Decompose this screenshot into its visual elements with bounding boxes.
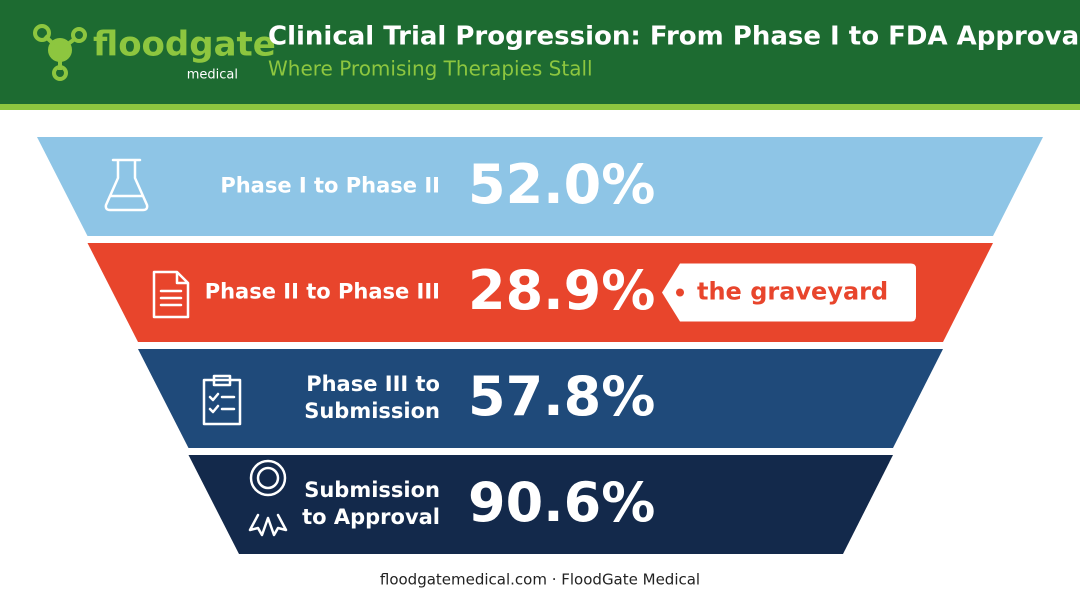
logo-name: floodgate bbox=[93, 25, 276, 65]
stage-value: 52.0% bbox=[468, 153, 655, 216]
stage-icon bbox=[152, 270, 190, 319]
stage-label: Phase II to Phase III bbox=[205, 280, 440, 304]
stage-label: Phase III to bbox=[306, 372, 440, 396]
note-badge bbox=[662, 263, 916, 322]
header-bar bbox=[0, 0, 1080, 104]
stage-label: Submission bbox=[304, 399, 440, 423]
stage-icon bbox=[104, 158, 149, 212]
title: Clinical Trial Progression: From Phase I… bbox=[268, 22, 1080, 52]
header-stripe bbox=[0, 104, 1080, 110]
funnel: Phase I to Phase II 52.0% Phase II to Phas… bbox=[37, 137, 1043, 554]
stage-label: Submission bbox=[304, 478, 440, 502]
footer: floodgatemedical.com · FloodGate Medical bbox=[380, 571, 700, 589]
stage-icon bbox=[202, 374, 242, 426]
subtitle: Where Promising Therapies Stall bbox=[268, 57, 593, 81]
stage-value: 90.6% bbox=[468, 471, 655, 534]
funnel-stage bbox=[37, 137, 1043, 236]
stage-icon bbox=[248, 459, 288, 537]
logo-icon bbox=[33, 24, 87, 81]
note-dot bbox=[676, 288, 684, 297]
stage-label: Phase I to Phase II bbox=[220, 174, 440, 198]
stage-value: 57.8% bbox=[468, 365, 655, 428]
funnel-stage bbox=[138, 349, 943, 448]
note-text: the graveyard bbox=[697, 278, 888, 306]
funnel-stage bbox=[188, 455, 893, 554]
logo-sub: medical bbox=[187, 68, 238, 83]
stage-value: 28.9% bbox=[468, 259, 655, 322]
stage-label: to Approval bbox=[302, 505, 440, 529]
